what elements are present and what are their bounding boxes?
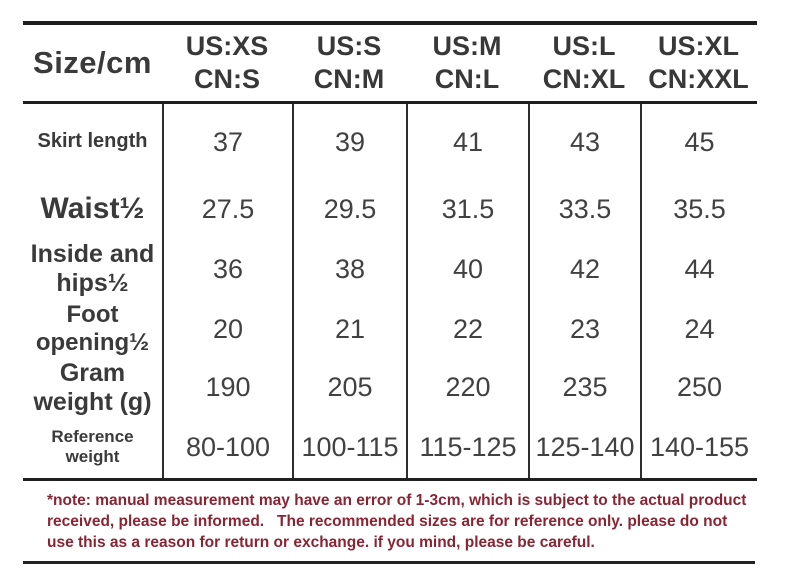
table-cell: 41 [406,104,528,180]
table-cell: 27.5 [162,180,292,239]
table-cell: 125-140 [528,416,640,478]
column-header-cn-label: CN:L [434,64,500,94]
row-label: Foot opening½ [35,301,150,356]
table-cell: 22 [406,299,528,359]
table-cell: 38 [292,239,406,299]
table-cell: 20 [162,299,292,359]
column-header-us-label: US:XS [185,31,269,61]
column-header-cn-label: CN:S [194,64,260,94]
row-label: Inside and hips½ [30,240,155,297]
bottom-divider [23,561,755,564]
table-cell: 24 [640,299,757,359]
table-cell: 250 [640,359,757,416]
table-cell: 44 [640,239,757,299]
table-row-waist: Waist½ 27.5 29.5 31.5 33.5 35.5 [23,180,757,239]
table-cell: 45 [640,104,757,180]
column-header-cn-label: CN:XXL [648,64,749,94]
table-cell: 39 [292,104,406,180]
row-label: Reference weight [51,427,134,466]
column-header-xl: US:XL CN:XXL [640,25,757,101]
column-header-s: US:S CN:M [292,25,406,101]
table-cell: 80-100 [162,416,292,478]
table-cell: 36 [162,239,292,299]
column-header-l: US:L CN:XL [528,25,640,101]
table-corner-header: Size/cm [33,45,152,80]
table-cell: 190 [162,359,292,416]
column-header-xs: US:XS CN:S [162,25,292,101]
column-header-us-label: US:M [432,31,502,61]
table-cell: 21 [292,299,406,359]
table-row-inside-hips: Inside and hips½ 36 38 40 42 44 [23,239,757,299]
column-header-us-label: US:S [316,31,382,61]
table-cell: 23 [528,299,640,359]
table-cell: 235 [528,359,640,416]
table-cell: 33.5 [528,180,640,239]
table-row-foot-opening: Foot opening½ 20 21 22 23 24 [23,299,757,359]
table-cell: 31.5 [406,180,528,239]
table-cell: 205 [292,359,406,416]
row-label: Waist½ [40,192,145,226]
table-cell: 42 [528,239,640,299]
column-header-cn-label: CN:M [313,64,385,94]
table-row-reference-weight: Reference weight 80-100 100-115 115-125 … [23,416,757,478]
table-cell: 115-125 [406,416,528,478]
table-cell: 43 [528,104,640,180]
table-body: Skirt length 37 39 41 43 45 Waist½ 27.5 … [23,104,757,481]
table-row-skirt-length: Skirt length 37 39 41 43 45 [23,104,757,180]
table-cell: 140-155 [640,416,757,478]
table-row-gram-weight: Gram weight (g) 190 205 220 235 250 [23,359,757,416]
column-header-us-label: US:XL [658,31,739,61]
column-header-us-label: US:L [552,31,616,61]
row-label: Gram weight (g) [33,358,152,416]
table-cell: 220 [406,359,528,416]
table-cell: 40 [406,239,528,299]
row-label: Skirt length [37,130,148,153]
column-header-m: US:M CN:L [406,25,528,101]
table-header-row: Size/cm US:XS CN:S US:S CN:M US:M CN:L U… [23,21,757,104]
column-header-cn-label: CN:XL [542,64,626,94]
table-cell: 37 [162,104,292,180]
table-cell: 35.5 [640,180,757,239]
measurement-note: *note: manual measurement may have an er… [47,492,751,551]
table-cell: 29.5 [292,180,406,239]
table-cell: 100-115 [292,416,406,478]
size-table: Size/cm US:XS CN:S US:S CN:M US:M CN:L U… [23,21,757,481]
